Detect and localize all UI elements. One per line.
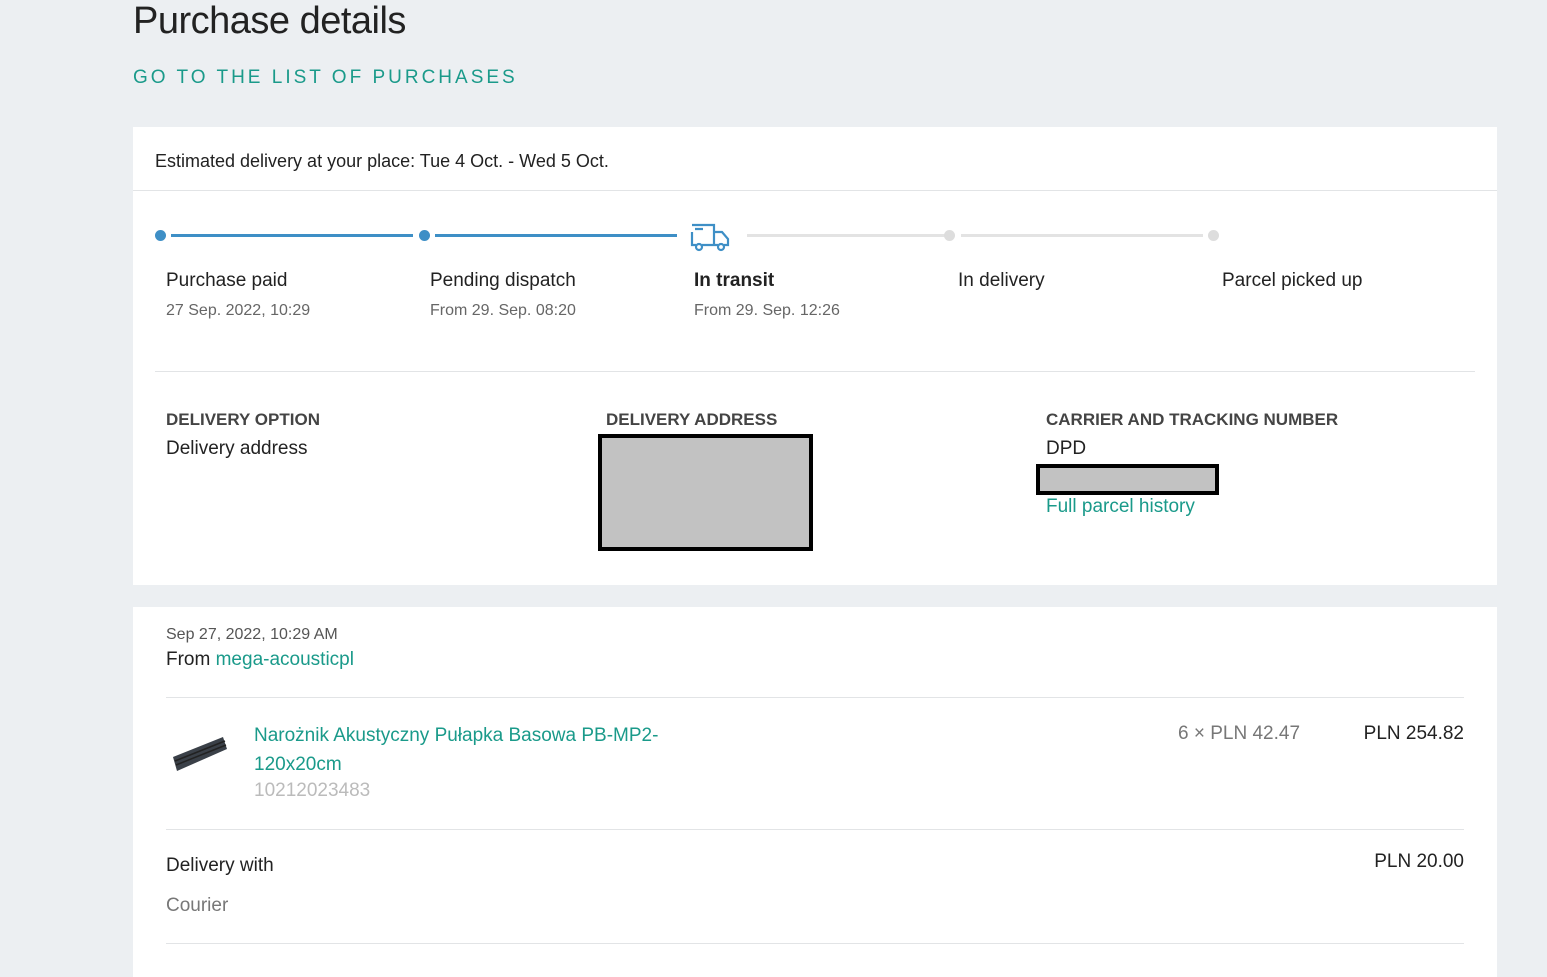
redacted-tracking-number bbox=[1036, 464, 1219, 495]
delivery-price: PLN 20.00 bbox=[1374, 851, 1464, 872]
step-label: In transit bbox=[694, 270, 775, 291]
step-date: From 29. Sep. 12:26 bbox=[694, 302, 840, 319]
heading: DELIVERY OPTION bbox=[166, 410, 320, 429]
step-line bbox=[747, 234, 945, 237]
progress-tracker: Purchase paid 27 Sep. 2022, 10:29 Pendin… bbox=[155, 222, 1475, 372]
step-dot bbox=[155, 230, 166, 241]
step-label: Pending dispatch bbox=[430, 270, 576, 291]
from-label: From bbox=[166, 649, 211, 670]
step-dot bbox=[419, 230, 430, 241]
seller-line: From mega-acousticpl bbox=[166, 649, 354, 671]
order-date: Sep 27, 2022, 10:29 AM bbox=[166, 626, 338, 643]
carrier-tracking: CARRIER AND TRACKING NUMBER DPD Full par… bbox=[1046, 410, 1338, 518]
step-dot bbox=[944, 230, 955, 241]
step-label: In delivery bbox=[958, 270, 1045, 291]
seller-link[interactable]: mega-acousticpl bbox=[215, 649, 354, 670]
step-line bbox=[961, 234, 1203, 237]
delivery-card: Estimated delivery at your place: Tue 4 … bbox=[133, 127, 1497, 585]
delivery-address: DELIVERY ADDRESS bbox=[606, 410, 777, 438]
page-title: Purchase details bbox=[133, 0, 406, 42]
delivery-method: Courier bbox=[166, 895, 229, 916]
product-thumbnail bbox=[173, 737, 227, 771]
heading: DELIVERY ADDRESS bbox=[606, 410, 778, 429]
value: Delivery address bbox=[166, 438, 308, 459]
delivery-label: Delivery with bbox=[166, 855, 274, 876]
estimated-delivery: Estimated delivery at your place: Tue 4 … bbox=[133, 127, 1497, 191]
step-date: From 29. Sep. 08:20 bbox=[430, 302, 576, 319]
full-parcel-history-link[interactable]: Full parcel history bbox=[1046, 496, 1195, 517]
order-card: Sep 27, 2022, 10:29 AM From mega-acousti… bbox=[133, 607, 1497, 977]
heading: CARRIER AND TRACKING NUMBER bbox=[1046, 410, 1339, 429]
step-line bbox=[435, 234, 677, 237]
delivery-option: DELIVERY OPTION Delivery address bbox=[166, 410, 320, 460]
step-dot bbox=[1208, 230, 1219, 241]
step-date: 27 Sep. 2022, 10:29 bbox=[166, 302, 311, 319]
step-label: Purchase paid bbox=[166, 270, 288, 291]
step-label: Parcel picked up bbox=[1222, 270, 1363, 291]
carrier-name: DPD bbox=[1046, 438, 1087, 459]
redacted-address bbox=[598, 434, 813, 551]
product-id: 10212023483 bbox=[254, 780, 371, 801]
quantity-price: 6 × PLN 42.47 bbox=[1178, 723, 1301, 744]
item-total: PLN 254.82 bbox=[1363, 723, 1464, 744]
truck-icon bbox=[690, 223, 730, 252]
step-line bbox=[171, 234, 413, 237]
product-link[interactable]: Narożnik Akustyczny Pułapka Basowa PB-MP… bbox=[254, 725, 659, 775]
back-to-purchases-link[interactable]: GO TO THE LIST OF PURCHASES bbox=[133, 67, 518, 88]
